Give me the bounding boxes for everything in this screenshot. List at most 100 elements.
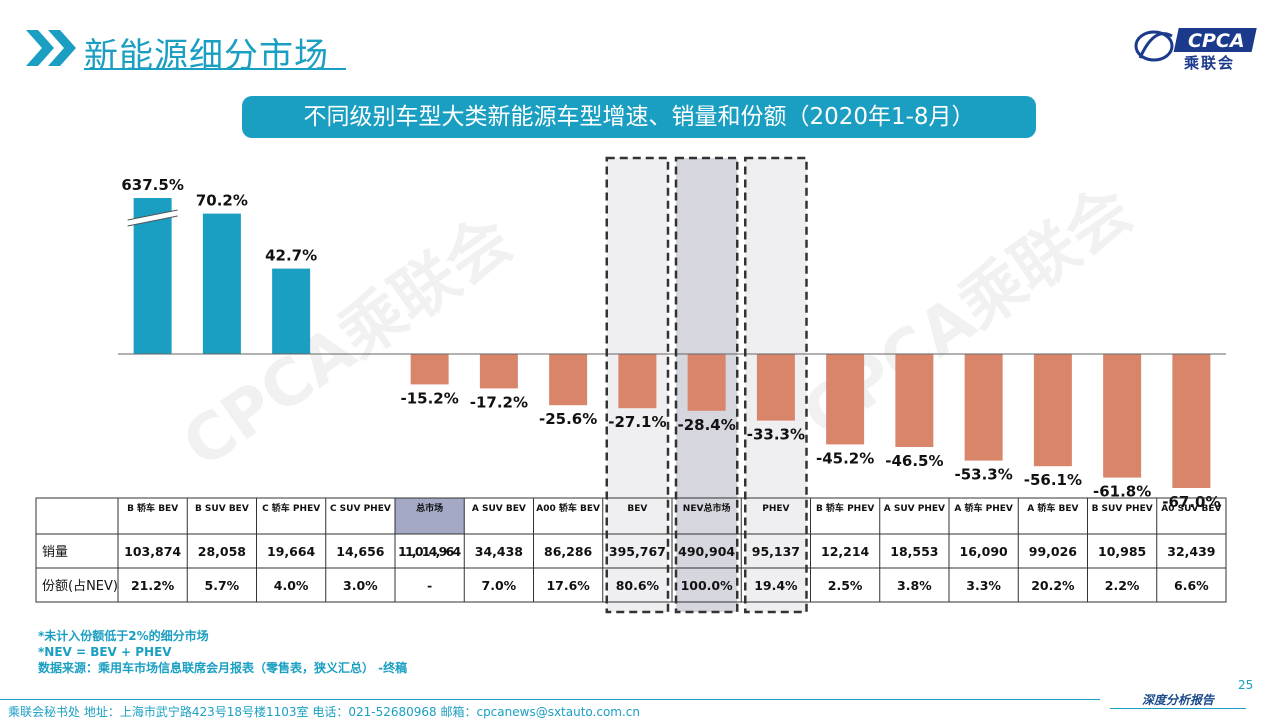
sales-cell-1: 28,058	[198, 544, 246, 559]
table-header-6: A00 轿车 BEV	[536, 502, 600, 514]
sales-cell-10: 12,214	[821, 544, 870, 559]
sales-cell-7: 395,767	[609, 544, 666, 559]
footnote-2: *NEV = BEV + PHEV	[38, 645, 172, 659]
bar-13	[1033, 354, 1072, 467]
share-cell-11: 3.8%	[897, 578, 932, 593]
footnote-1: *未计入份额低于2%的细分市场	[38, 629, 209, 643]
sales-cell-0: 103,874	[124, 544, 181, 559]
footer-contact: 乘联会秘书处 地址：上海市武宁路423号18号楼1103室 电话：021-526…	[8, 705, 641, 719]
table-header-4: 总市场	[416, 502, 443, 514]
table-header-14: B SUV PHEV	[1092, 504, 1153, 514]
share-cell-2: 4.0%	[274, 578, 309, 593]
data-label-0: 637.5%	[121, 176, 183, 194]
logo-text: 乘联会	[1184, 54, 1236, 72]
share-cell-9: 19.4%	[754, 578, 798, 593]
share-cell-5: 7.0%	[482, 578, 517, 593]
sales-cell-2: 19,664	[267, 544, 316, 559]
bar-6	[549, 354, 588, 406]
svg-text:CPCA: CPCA	[1188, 30, 1245, 52]
axis-break-line	[127, 209, 178, 221]
footer-divider	[0, 699, 1100, 700]
share-cell-7: 80.6%	[616, 578, 660, 593]
table-header-5: A SUV BEV	[472, 504, 526, 514]
title-underline	[84, 68, 346, 70]
bar-15	[1172, 354, 1211, 488]
sales-cell-14: 10,985	[1098, 544, 1146, 559]
axis-break-gap	[127, 210, 178, 226]
share-cell-14: 2.2%	[1105, 578, 1140, 593]
data-label-14: -61.8%	[1093, 483, 1151, 501]
table-header-10: B 轿车 PHEV	[816, 502, 874, 514]
table-header-12: A 轿车 PHEV	[954, 502, 1013, 514]
bar-1	[202, 213, 241, 354]
data-label-4: -15.2%	[400, 389, 458, 407]
table-header-3: C SUV PHEV	[330, 504, 391, 514]
table-header-1: B SUV BEV	[195, 504, 249, 514]
bar-11	[895, 354, 934, 447]
table-header-0: B 轿车 BEV	[127, 502, 178, 514]
axis-break-line	[127, 215, 178, 227]
bar-7	[618, 354, 657, 409]
sales-cell-12: 16,090	[960, 544, 1009, 559]
bar-4	[410, 354, 449, 385]
table-row-label: 销量	[42, 545, 68, 560]
share-cell-4: -	[427, 578, 432, 593]
data-label-13: -56.1%	[1024, 471, 1082, 489]
data-label-10: -45.2%	[816, 449, 874, 467]
share-cell-13: 20.2%	[1031, 578, 1075, 593]
bar-9	[756, 354, 795, 421]
data-label-12: -53.3%	[954, 466, 1012, 484]
data-label-2: 42.7%	[265, 247, 317, 265]
data-label-1: 70.2%	[196, 192, 248, 210]
footnotes: *未计入份额低于2%的细分市场 *NEV = BEV + PHEV 数据来源：乘…	[38, 628, 407, 676]
sales-cell-13: 99,026	[1029, 544, 1078, 559]
highlight-column-frame	[744, 156, 808, 614]
table-header-11: A SUV PHEV	[884, 504, 945, 514]
table-header-9: PHEV	[762, 504, 789, 514]
bar-5	[479, 354, 518, 389]
cpca-logo-icon: CPCA	[1134, 28, 1257, 62]
bar-2	[272, 268, 311, 354]
share-cell-0: 21.2%	[131, 578, 175, 593]
sales-cell-3: 14,656	[336, 544, 385, 559]
data-label-5: -17.2%	[470, 393, 528, 411]
share-cell-3: 3.0%	[343, 578, 378, 593]
chart-subtitle: 不同级别车型大类新能源车型增速、销量和份额（2020年1-8月）	[242, 96, 1036, 138]
bar-10	[826, 354, 865, 445]
total-market-header-bg	[395, 498, 465, 534]
share-cell-1: 5.7%	[205, 578, 240, 593]
chevron-arrows-icon	[26, 30, 76, 66]
sales-cell-11: 18,553	[890, 544, 938, 559]
data-label-6: -25.6%	[539, 410, 597, 428]
bar-8	[687, 354, 726, 411]
footnote-3: 数据来源：乘用车市场信息联席会月报表（零售表，狭义汇总） -终稿	[38, 661, 408, 675]
table-header-15: A0 SUV BEV	[1161, 504, 1221, 514]
page-number: 25	[1238, 678, 1254, 692]
table-header-2: C 轿车 PHEV	[262, 502, 320, 514]
sales-cell-15: 32,439	[1167, 544, 1215, 559]
bar-14	[1103, 354, 1142, 478]
share-cell-8: 100.0%	[681, 578, 734, 593]
data-label-9: -33.3%	[747, 426, 805, 444]
footer-report-label: 深度分析报告	[1110, 691, 1246, 709]
table-row-label: 份额(占NEV)	[42, 579, 118, 594]
share-cell-15: 6.6%	[1174, 578, 1209, 593]
sales-cell-4: 11,014,964	[398, 544, 462, 559]
table-header-7: BEV	[627, 504, 647, 514]
data-label-7: -27.1%	[608, 413, 666, 431]
share-cell-12: 3.3%	[966, 578, 1001, 593]
highlight-column-frame	[605, 156, 670, 614]
table-header-13: A 轿车 BEV	[1027, 502, 1078, 514]
bar-12	[964, 354, 1003, 461]
sales-cell-5: 34,438	[475, 544, 523, 559]
highlight-column-frame	[674, 156, 739, 614]
table-header-8: NEV总市场	[683, 502, 731, 514]
sales-cell-9: 95,137	[752, 544, 800, 559]
data-label-8: -28.4%	[677, 416, 735, 434]
share-cell-6: 17.6%	[546, 578, 590, 593]
share-cell-10: 2.5%	[828, 578, 863, 593]
data-label-11: -46.5%	[885, 452, 943, 470]
sales-cell-8: 490,904	[678, 544, 735, 559]
sales-cell-6: 86,286	[544, 544, 593, 559]
